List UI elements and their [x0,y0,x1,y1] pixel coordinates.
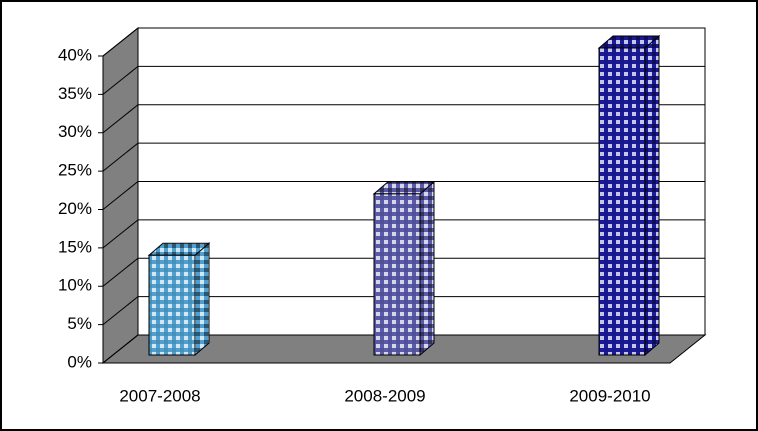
y-tick-label: 10% [58,276,92,295]
grid-line [102,142,705,172]
x-tick-label: 2009-2010 [569,386,650,405]
grid-line [102,65,705,95]
y-tick-label: 25% [58,161,92,180]
grid-line [102,27,705,57]
bar [598,47,646,356]
grid-line [102,257,705,287]
bar [373,193,421,356]
y-tick-label: 0% [67,352,92,371]
grid-line [102,334,705,364]
y-tick-label: 30% [58,122,92,141]
bar [148,254,196,356]
bar-side [419,180,435,357]
y-tick-label: 35% [58,84,92,103]
grid-line [102,181,705,210]
y-tick-label: 20% [58,199,92,218]
y-tick-label: 40% [58,45,92,64]
y-tick-label: 5% [67,314,92,333]
grid-line [102,219,705,249]
y-tick-label: 15% [58,237,92,256]
x-tick-label: 2008-2009 [344,386,425,405]
bar-side [644,34,660,357]
x-tick-label: 2007-2008 [119,386,200,405]
grid-line [102,296,705,326]
bar-side [194,242,210,357]
grid-line [102,104,705,134]
